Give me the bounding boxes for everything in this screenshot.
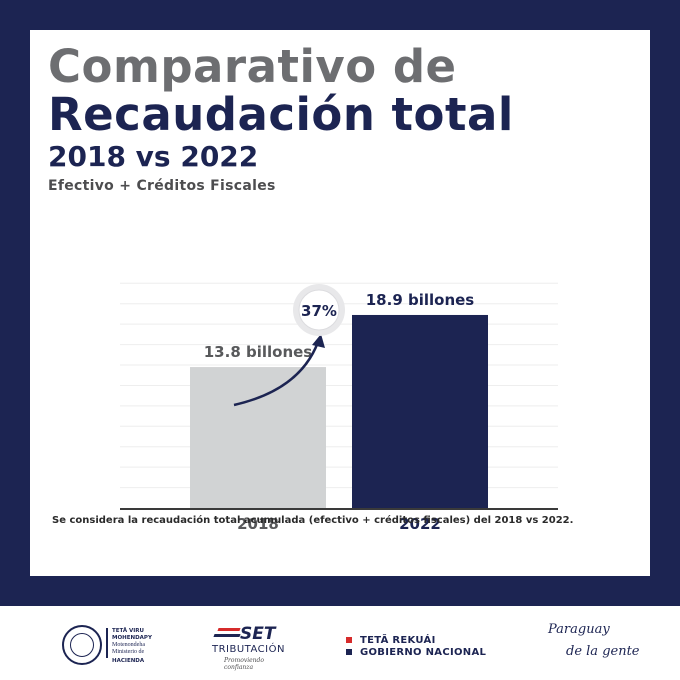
- ministry-line-1: TETÃ VIRU MOHENDAPY: [112, 628, 152, 641]
- seal-inner-ring: [70, 633, 94, 657]
- ministry-line-4: HACIENDA: [112, 658, 145, 664]
- brand-line-1: Paraguay: [548, 622, 610, 637]
- arrow-head-icon: [312, 334, 325, 348]
- blue-square-icon: [346, 649, 352, 655]
- tick-label-2018: 2018: [237, 515, 279, 533]
- gov-line-2: GOBIERNO NACIONAL: [360, 646, 487, 658]
- footer: [0, 606, 680, 680]
- set-red-stripe: [217, 628, 241, 631]
- title-line-3: 2018 vs 2022: [48, 140, 259, 173]
- set-mark: SET: [240, 624, 276, 644]
- subtitle: Efectivo + Créditos Fiscales: [48, 178, 276, 194]
- ministry-logo-text: TETÃ VIRU MOHENDAPY Motenondeha Minister…: [106, 628, 172, 665]
- ministry-line-2: Motenondeha: [112, 642, 145, 648]
- bar-2022: [352, 314, 488, 508]
- growth-arrow: [233, 341, 320, 407]
- growth-percent-label: 37%: [301, 302, 337, 320]
- red-square-icon: [346, 637, 352, 643]
- bar-chart: 13.8 billones 2018 18.9 billones 2022 37%: [120, 282, 558, 533]
- set-tagline: Promoviendo confianza: [224, 657, 264, 671]
- gobierno-nacional-logo: TETÃ REKUÁI GOBIERNO NACIONAL: [346, 634, 486, 658]
- gov-line-1: TETÃ REKUÁI: [360, 634, 436, 646]
- title-line-1: Comparativo de: [48, 40, 457, 93]
- brand-line-2: de la gente: [566, 644, 640, 659]
- growth-badge: [298, 289, 340, 331]
- data-label-2018: 13.8 billones: [204, 343, 313, 361]
- ministry-divider: [106, 628, 108, 658]
- set-tributacion-logo: SET TRIBUTACIÓN Promoviendo confianza: [210, 624, 290, 671]
- bar-2018: [190, 367, 326, 508]
- tick-label-2022: 2022: [399, 515, 441, 533]
- paraguay-de-la-gente-logo: Paraguay de la gente: [540, 620, 650, 668]
- title-line-2: Recaudación total: [48, 88, 514, 141]
- set-blue-stripe: [213, 634, 241, 637]
- data-label-2022: 18.9 billones: [366, 291, 475, 309]
- set-name: TRIBUTACIÓN: [212, 644, 285, 655]
- ministry-line-3: Ministerio de: [112, 649, 145, 655]
- republic-seal-logo: [62, 625, 102, 665]
- footnote: Se considera la recaudación total acumul…: [52, 515, 574, 526]
